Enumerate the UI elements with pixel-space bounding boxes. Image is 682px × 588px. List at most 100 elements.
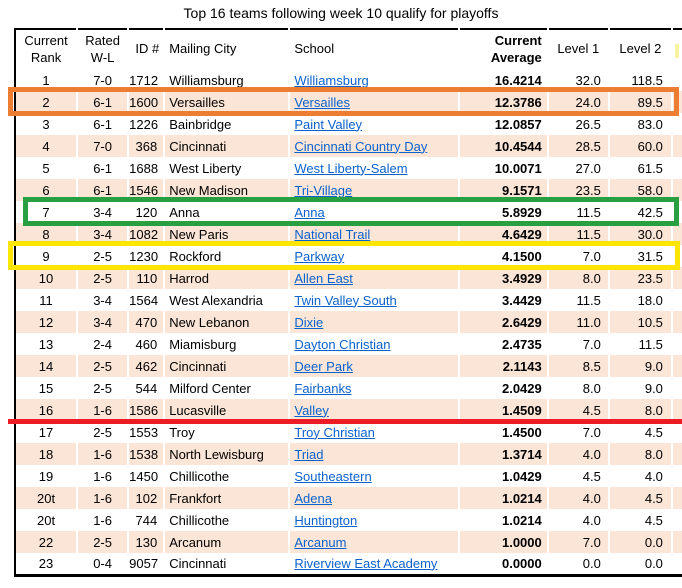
school-cell: Fairbanks — [289, 377, 460, 399]
school-link[interactable]: Parkway — [294, 248, 345, 264]
current-average-cell: 1.0000 — [458, 531, 549, 553]
level-2-cell: 60.0 — [608, 135, 673, 157]
school-link[interactable]: Southeastern — [294, 468, 372, 484]
level-1-cell: 11.5 — [547, 289, 610, 311]
school-link[interactable]: Tri-Village — [294, 182, 353, 198]
rated-wl-cell: 3-4 — [77, 201, 130, 223]
table-row: 14 2-5 462 Cincinnati Deer Park 2.1143 8… — [15, 355, 682, 377]
level-2-cell: 9.0 — [608, 355, 673, 377]
rated-wl-cell: 1-6 — [77, 443, 130, 465]
level-1-cell: 8.0 — [547, 377, 610, 399]
school-link[interactable]: Huntington — [294, 512, 358, 528]
current-average-cell: 16.4214 — [458, 69, 549, 91]
id-cell: 1712 — [128, 69, 166, 91]
school-link[interactable]: Dayton Christian — [294, 336, 391, 352]
header-mailing-city: Mailing City — [164, 29, 291, 69]
mailing-city-cell: Anna — [164, 201, 291, 223]
school-link[interactable]: Adena — [294, 490, 332, 506]
cutoff-next-column-header — [670, 29, 682, 69]
id-cell: 1586 — [128, 399, 166, 421]
level-2-cell: 89.5 — [608, 91, 673, 113]
rated-wl-cell: 2-5 — [77, 245, 130, 267]
rated-wl-cell: 6-1 — [77, 179, 130, 201]
school-cell: Arcanum — [289, 531, 460, 553]
school-cell: Dixie — [289, 311, 460, 333]
rated-wl-cell: 2-4 — [77, 333, 130, 355]
current-rank-cell: 3 — [15, 113, 79, 135]
level-2-cell: 8.0 — [608, 443, 673, 465]
level-2-cell: 4.5 — [608, 509, 673, 531]
school-cell: Tri-Village — [289, 179, 460, 201]
current-average-cell: 5.8929 — [458, 201, 549, 223]
mailing-city-cell: Versailles — [164, 91, 291, 113]
school-link[interactable]: Riverview East Academy — [294, 555, 438, 571]
level-2-cell: 18.0 — [608, 289, 673, 311]
school-link[interactable]: Versailles — [294, 94, 351, 110]
current-rank-cell: 13 — [15, 333, 79, 355]
school-link[interactable]: Paint Valley — [294, 116, 363, 132]
school-link[interactable]: Dixie — [294, 314, 324, 330]
table-row: 9 2-5 1230 Rockford Parkway 4.1500 7.0 3… — [15, 245, 682, 267]
id-cell: 544 — [128, 377, 166, 399]
school-cell: Versailles — [289, 91, 460, 113]
level-1-cell: 27.0 — [547, 157, 610, 179]
level-1-cell: 23.5 — [547, 179, 610, 201]
header-level-2: Level 2 — [608, 29, 673, 69]
current-average-cell: 12.3786 — [458, 91, 549, 113]
table-row: 23 0-4 9057 Cincinnati Riverview East Ac… — [15, 553, 682, 575]
id-cell: 1226 — [128, 113, 166, 135]
level-2-cell: 0.0 — [608, 553, 673, 575]
id-cell: 1082 — [128, 223, 166, 245]
school-link[interactable]: West Liberty-Salem — [294, 160, 408, 176]
school-cell: Paint Valley — [289, 113, 460, 135]
table-row: 4 7-0 368 Cincinnati Cincinnati Country … — [15, 135, 682, 157]
school-cell: Dayton Christian — [289, 333, 460, 355]
current-average-cell: 4.6429 — [458, 223, 549, 245]
level-1-cell: 8.0 — [547, 267, 610, 289]
cutoff-next-column-cell — [670, 465, 682, 487]
school-cell: West Liberty-Salem — [289, 157, 460, 179]
school-link[interactable]: Valley — [294, 402, 329, 418]
cutoff-next-column-cell — [670, 333, 682, 355]
current-rank-cell: 1 — [15, 69, 79, 91]
current-average-cell: 3.4429 — [458, 289, 549, 311]
id-cell: 120 — [128, 201, 166, 223]
current-rank-cell: 15 — [15, 377, 79, 399]
level-2-cell: 8.0 — [608, 399, 673, 421]
school-cell: Deer Park — [289, 355, 460, 377]
current-rank-cell: 18 — [15, 443, 79, 465]
rated-wl-cell: 1-6 — [77, 509, 130, 531]
school-link[interactable]: Twin Valley South — [294, 292, 397, 308]
current-rank-cell: 10 — [15, 267, 79, 289]
cutoff-next-column-cell — [670, 135, 682, 157]
school-link[interactable]: Arcanum — [294, 534, 347, 550]
school-cell: Parkway — [289, 245, 460, 267]
school-link[interactable]: Troy Christian — [294, 424, 375, 440]
current-rank-cell: 22 — [15, 531, 79, 553]
school-link[interactable]: Cincinnati Country Day — [294, 138, 428, 154]
current-rank-cell: 5 — [15, 157, 79, 179]
school-link[interactable]: Deer Park — [294, 358, 353, 374]
current-average-cell: 1.4509 — [458, 399, 549, 421]
level-1-cell: 11.5 — [547, 223, 610, 245]
school-link[interactable]: Fairbanks — [294, 380, 352, 396]
table-row: 1 7-0 1712 Williamsburg Williamsburg 16.… — [15, 69, 682, 91]
mailing-city-cell: Troy — [164, 421, 291, 443]
school-link[interactable]: Williamsburg — [294, 72, 369, 88]
school-link[interactable]: Anna — [294, 204, 325, 220]
current-rank-cell: 17 — [15, 421, 79, 443]
school-cell: Twin Valley South — [289, 289, 460, 311]
current-average-cell: 2.4735 — [458, 333, 549, 355]
school-cell: Triad — [289, 443, 460, 465]
school-link[interactable]: National Trail — [294, 226, 371, 242]
table-row: 15 2-5 544 Milford Center Fairbanks 2.04… — [15, 377, 682, 399]
school-link[interactable]: Triad — [294, 446, 324, 462]
current-average-cell: 2.6429 — [458, 311, 549, 333]
mailing-city-cell: Bainbridge — [164, 113, 291, 135]
level-2-cell: 10.5 — [608, 311, 673, 333]
current-average-cell: 9.1571 — [458, 179, 549, 201]
table-row: 18 1-6 1538 North Lewisburg Triad 1.3714… — [15, 443, 682, 465]
table-row: 16 1-6 1586 Lucasville Valley 1.4509 4.5… — [15, 399, 682, 421]
school-link[interactable]: Allen East — [294, 270, 353, 286]
cutoff-next-column-cell — [670, 553, 682, 575]
